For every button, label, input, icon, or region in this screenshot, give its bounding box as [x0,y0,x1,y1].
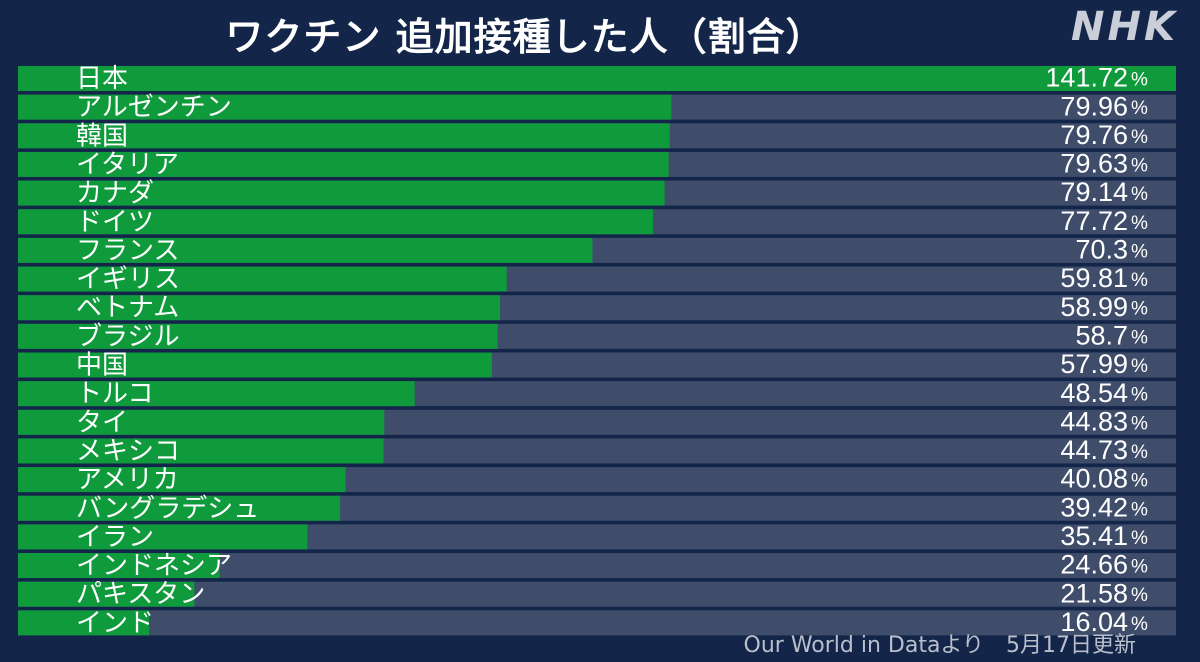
value-label: 79.76 [1060,120,1128,150]
value-label: 16.04 [1060,607,1128,637]
bar [18,495,341,521]
bar-track [18,581,1176,607]
value-label: 57.99 [1060,349,1128,379]
bar [18,266,507,292]
value-label: 39.42 [1060,492,1128,522]
value-label: 35.41 [1060,521,1128,551]
bar [18,553,220,579]
source-note: Our World in Dataより 5月17日更新 [744,627,1136,659]
category-label: イラン [76,522,154,552]
category-label: 中国 [76,351,128,381]
category-label: アメリカ [76,465,179,495]
bar [18,66,1176,91]
category-label: インドネシア [76,551,232,581]
percent-suffix: % [1131,70,1148,91]
bar [18,438,384,464]
percent-suffix: % [1131,585,1148,606]
bar [18,409,385,435]
category-label: ベトナム [76,293,179,323]
percent-suffix: % [1131,127,1148,148]
value-label: 44.83 [1060,406,1128,436]
category-label: 韓国 [76,121,128,151]
percent-suffix: % [1131,98,1148,119]
bar [18,180,665,206]
category-label: トルコ [76,379,153,409]
percent-suffix: % [1131,213,1148,234]
category-label: イギリス [76,265,180,295]
percent-suffix: % [1131,528,1148,549]
value-label: 70.3 [1075,235,1128,265]
category-label: パキスタン [76,580,205,610]
value-label: 77.72 [1060,206,1128,236]
percent-suffix: % [1131,155,1148,176]
source-text: Our World in Dataより [743,633,984,658]
percent-suffix: % [1131,327,1148,348]
nhk-logo: NHK [1071,4,1178,50]
percent-suffix: % [1131,442,1148,463]
value-label: 24.66 [1060,550,1128,580]
bar [18,524,308,550]
percent-suffix: % [1131,184,1148,205]
bar [18,151,669,177]
update-date: 5月17日更新 [1006,633,1136,658]
percent-suffix: % [1131,614,1148,635]
chart-title: ワクチン 追加接種した人（割合） [225,15,825,59]
value-label: 44.73 [1060,435,1128,465]
category-label: バングラデシュ [76,494,259,524]
value-label: 79.96 [1060,91,1128,121]
percent-suffix: % [1131,413,1148,434]
value-label: 48.54 [1060,378,1128,408]
category-label: ブラジル [76,322,179,352]
value-label: 58.99 [1060,292,1128,322]
category-label: ドイツ [76,207,154,237]
category-label: タイ [76,408,128,438]
bar [18,323,498,349]
percent-suffix: % [1131,356,1148,377]
bar [18,467,346,493]
percent-suffix: % [1131,241,1148,262]
value-label: 141.72 [1045,63,1128,93]
value-label: 79.14 [1060,177,1128,207]
bar [18,352,492,378]
percent-suffix: % [1131,499,1148,520]
category-label: イタリア [76,150,179,180]
category-label: カナダ [76,179,154,209]
category-label: メキシコ [76,436,180,466]
bar [18,381,415,407]
bar [18,610,150,636]
bar [18,123,670,149]
category-label: アルゼンチン [76,93,232,123]
bar [18,209,654,235]
bar [18,581,195,607]
percent-suffix: % [1131,385,1148,406]
bar [18,295,501,321]
bar [18,237,593,263]
category-label: インド [76,608,154,638]
value-label: 58.7 [1075,320,1128,350]
percent-suffix: % [1131,471,1148,492]
bar-track [18,610,1176,636]
percent-suffix: % [1131,270,1148,291]
value-label: 40.08 [1060,464,1128,494]
percent-suffix: % [1131,557,1148,578]
category-label: フランス [76,236,179,266]
value-label: 21.58 [1060,578,1128,608]
category-label: 日本 [76,64,128,94]
value-label: 59.81 [1060,263,1128,293]
value-label: 79.63 [1060,149,1128,179]
percent-suffix: % [1131,299,1148,320]
bar [18,94,672,120]
